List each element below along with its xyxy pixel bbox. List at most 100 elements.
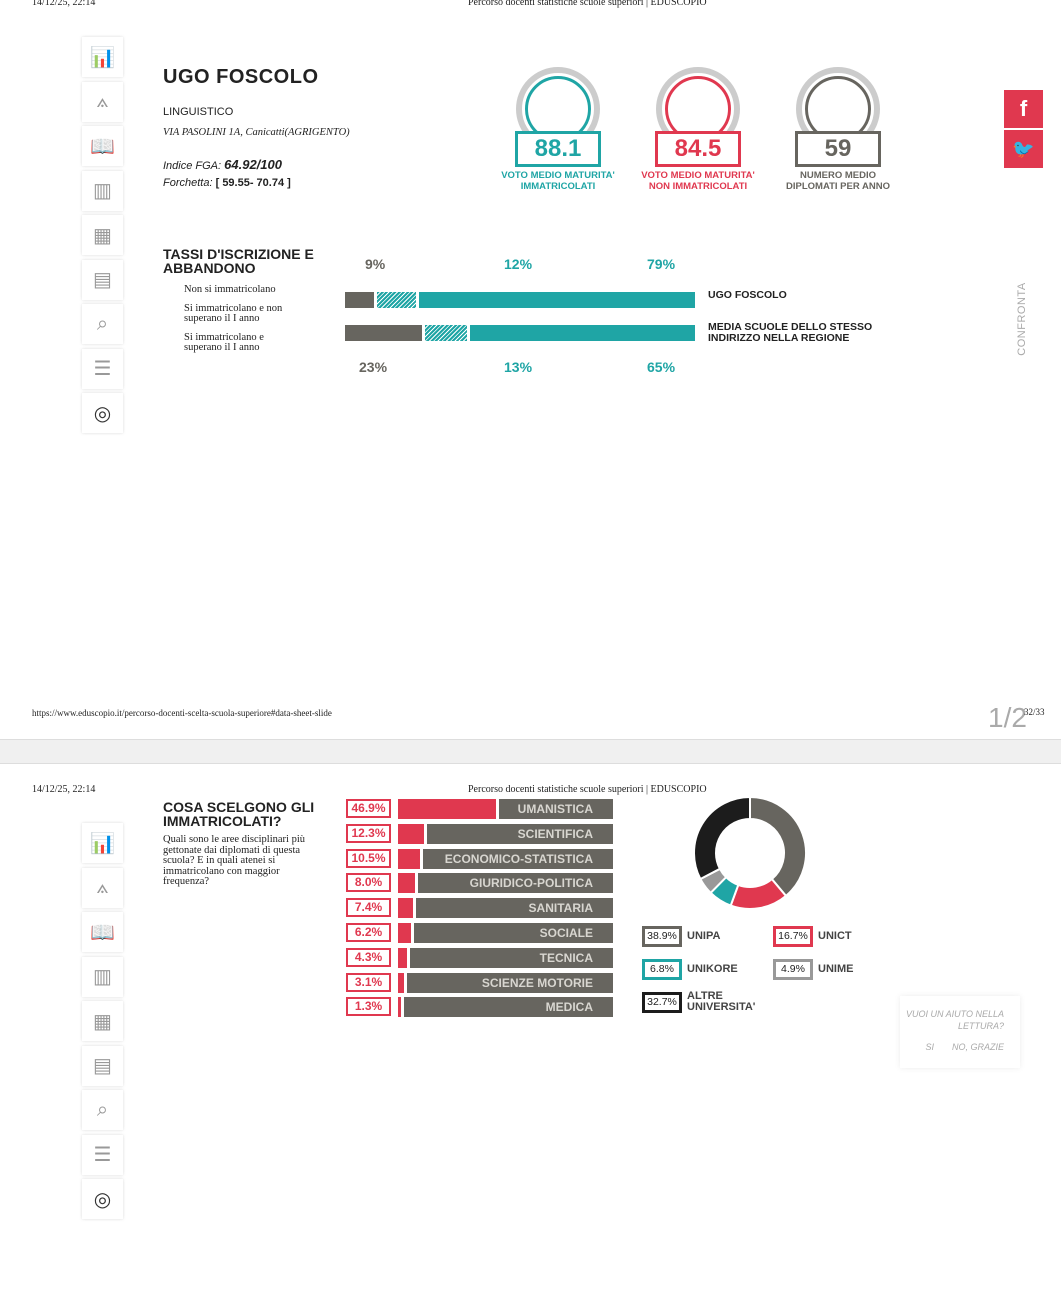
area-label: UMANISTICA xyxy=(499,799,613,819)
fga-range: Forchetta: [ 59.55- 70.74 ] xyxy=(163,177,291,189)
fga-index: Indice FGA: 64.92/100 xyxy=(163,157,282,172)
legend-pct: 16.7% xyxy=(773,926,813,947)
book-icon: 📖 xyxy=(90,921,115,944)
fga-label: Indice FGA: xyxy=(163,160,222,172)
print-title: Percorso docenti statistiche scuole supe… xyxy=(468,784,707,795)
library-icon: ▥ xyxy=(93,180,112,202)
library-icon: ▥ xyxy=(93,966,112,988)
sidebar-item-classroom[interactable]: ▦ xyxy=(82,215,123,255)
sidebar-item-library[interactable]: ▥ xyxy=(82,170,123,211)
bar-segment-enrolled xyxy=(418,292,695,308)
area-bar-fill xyxy=(398,823,424,844)
area-pct: 4.3% xyxy=(346,947,391,967)
area-bar-fill xyxy=(398,873,415,894)
sidebar-item-certificate[interactable]: ▤ xyxy=(82,1045,123,1086)
sidebar-item-certificate[interactable]: ▤ xyxy=(82,259,123,300)
area-bar-fill xyxy=(398,898,414,919)
area-label: SANITARIA xyxy=(416,898,613,919)
area-row: 46.9% UMANISTICA xyxy=(346,799,616,820)
legend-pct: 38.9% xyxy=(642,926,682,947)
print-date: 14/12/25, 22:14 xyxy=(32,784,96,795)
donut-slice-unipa xyxy=(749,795,807,898)
print-date: 14/12/25, 22:14 xyxy=(32,0,96,8)
print-title: Percorso docenti statistiche scuole supe… xyxy=(468,0,707,8)
page-separator xyxy=(0,739,1061,764)
kpi-voto-immatricolati: 88.1 VOTO MEDIO MATURITA' IMMATRICOLATI xyxy=(493,67,623,192)
sidebar-item-compare-disc[interactable]: ◎ xyxy=(82,393,123,433)
school-pct-enrolled: 79% xyxy=(647,256,676,272)
area-row: 12.3% SCIENTIFICA xyxy=(346,823,616,845)
region-bar-label: MEDIA SCUOLE DELLO STESSO INDIRIZZO NELL… xyxy=(708,321,873,344)
list-icon: ☰ xyxy=(93,358,112,380)
help-yes-button[interactable]: SI xyxy=(925,1042,934,1052)
certificate-icon: ▤ xyxy=(93,1055,112,1077)
region-pct-not-enrolled: 23% xyxy=(359,359,388,375)
legend-label: UNIKORE xyxy=(687,963,738,975)
school-pct-not-enrolled: 9% xyxy=(365,256,386,272)
bar-segment-dropout xyxy=(376,292,419,308)
twitter-share-button[interactable]: 🐦 xyxy=(1004,130,1043,168)
legend-label: ALTRE UNIVERSITA' xyxy=(687,990,756,1013)
legend-label: UNICT xyxy=(818,930,852,942)
sidebar-item-compare-disc[interactable]: ◎ xyxy=(82,1179,123,1219)
sidebar-item-list[interactable]: ☰ xyxy=(82,348,123,389)
sidebar-item-book[interactable]: 📖 xyxy=(82,126,123,166)
twitter-icon: 🐦 xyxy=(1012,139,1035,159)
search-icon: ⌕ xyxy=(96,312,109,335)
sidebar-item-library[interactable]: ▥ xyxy=(82,956,123,997)
kpi-value: 84.5 xyxy=(655,131,741,167)
sidebar-item-search[interactable]: ⌕ xyxy=(82,1090,123,1130)
chart-bars-icon: 📊 xyxy=(90,832,115,855)
help-popup: VUOI UN AIUTO NELLA LETTURA? SI NO, GRAZI… xyxy=(900,996,1020,1068)
area-label: SCIENTIFICA xyxy=(426,823,613,844)
classroom-icon: ▦ xyxy=(93,1010,112,1033)
help-question: VUOI UN AIUTO NELLA LETTURA? xyxy=(905,1009,1004,1031)
sidebar-item-compass[interactable]: ⟑ xyxy=(82,81,123,122)
area-pct: 7.4% xyxy=(346,898,391,918)
area-label: MEDICA xyxy=(403,997,613,1018)
legend-item: 4.9% UNIME xyxy=(773,959,888,980)
bar-segment-not-enrolled xyxy=(345,325,425,341)
area-row: 1.3% MEDICA xyxy=(346,997,616,1018)
book-icon: 📖 xyxy=(90,135,115,158)
area-bar-fill xyxy=(398,799,497,819)
area-label: TECNICA xyxy=(409,947,613,968)
area-pct: 1.3% xyxy=(346,997,391,1017)
area-bar-fill xyxy=(398,923,411,943)
area-pct: 6.2% xyxy=(346,923,391,942)
area-pct: 12.3% xyxy=(346,823,391,843)
school-pct-dropout: 12% xyxy=(504,256,533,272)
kpi-value: 59 xyxy=(795,131,881,167)
school-type: LINGUISTICO xyxy=(163,106,234,118)
print-page-number: 32/33 xyxy=(1024,707,1045,717)
sidebar-item-list[interactable]: ☰ xyxy=(82,1134,123,1175)
legend-label: UNIPA xyxy=(687,930,721,942)
compare-disc-icon: ◎ xyxy=(93,402,112,425)
range-value: [ 59.55- 70.74 ] xyxy=(215,177,291,189)
help-no-button[interactable]: NO, GRAZIE xyxy=(951,1042,1004,1052)
area-row: 3.1% SCIENZE MOTORIE xyxy=(346,972,616,994)
choices-description: Quali sono le aree disciplinari più gett… xyxy=(163,834,306,887)
area-row: 10.5% ECONOMICO-STATISTICA xyxy=(346,848,616,870)
area-pct: 10.5% xyxy=(346,848,391,868)
sidebar-item-compass[interactable]: ⟑ xyxy=(82,867,123,908)
sidebar-item-chart-bars[interactable]: 📊 xyxy=(82,37,123,77)
bar-segment-not-enrolled xyxy=(345,292,377,308)
kpi-value: 88.1 xyxy=(515,131,601,167)
bar-segment-dropout xyxy=(424,325,470,341)
kpi-label: NUMERO MEDIO DIPLOMATI PER ANNO xyxy=(786,170,890,192)
sidebar-item-classroom[interactable]: ▦ xyxy=(82,1001,123,1041)
list-icon: ☰ xyxy=(93,1144,112,1166)
classroom-icon: ▦ xyxy=(93,224,112,247)
sidebar-item-chart-bars[interactable]: 📊 xyxy=(82,823,123,863)
sidebar-item-book[interactable]: 📖 xyxy=(82,912,123,952)
confronta-button[interactable]: CONFRONTA xyxy=(1016,282,1028,356)
sidebar-item-search[interactable]: ⌕ xyxy=(82,304,123,344)
kpi-label: VOTO MEDIO MATURITA' IMMATRICOLATI xyxy=(501,170,615,192)
facebook-share-button[interactable]: f xyxy=(1004,90,1043,128)
fga-value: 64.92/100 xyxy=(224,157,282,172)
slide-counter: 1/2 xyxy=(988,702,1027,733)
legend-item: 32.7% ALTRE UNIVERSITA' xyxy=(642,991,757,1013)
area-row: 6.2% SOCIALE xyxy=(346,923,616,944)
area-row: 8.0% GIURIDICO-POLITICA xyxy=(346,873,616,894)
